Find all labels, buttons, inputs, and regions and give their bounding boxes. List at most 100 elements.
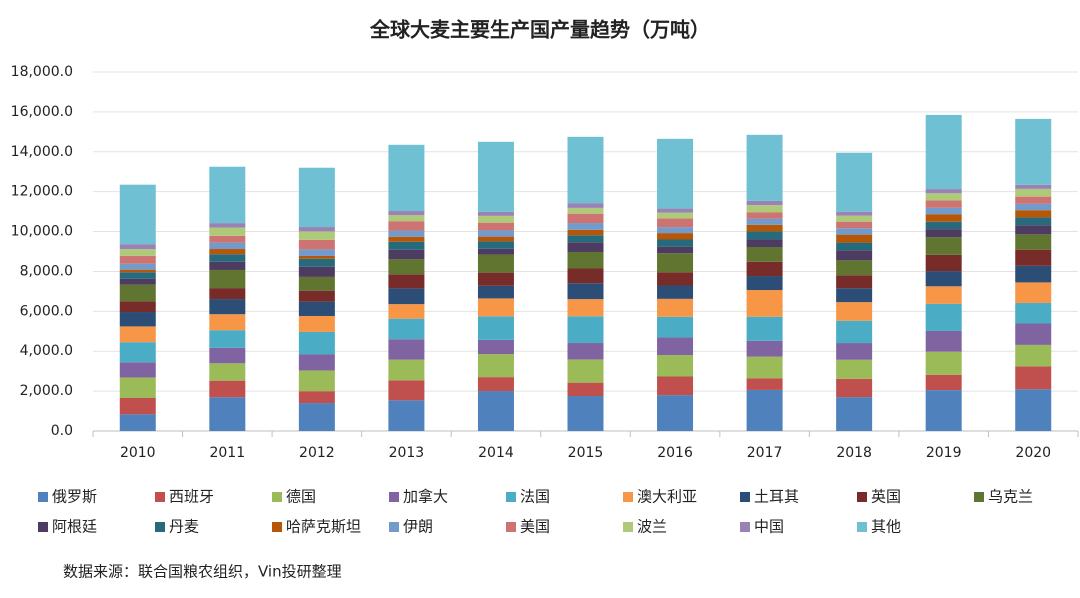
bar-segment [925, 237, 962, 255]
x-tick-label: 2019 [926, 445, 962, 461]
legend-label: 丹麦 [169, 518, 199, 536]
legend-label: 伊朗 [403, 518, 433, 536]
legend-swatch [38, 492, 48, 502]
legend-label: 波兰 [637, 518, 667, 536]
bar-segment [388, 215, 425, 222]
legend-swatch [740, 492, 750, 502]
bar-segment [209, 269, 246, 289]
bar-segment [477, 230, 514, 237]
y-tick-label: 18,000.0 [11, 64, 73, 80]
bar-segment [925, 351, 962, 375]
bar-segment [388, 274, 425, 289]
legend-label: 俄罗斯 [52, 488, 97, 506]
legend-swatch [506, 522, 516, 532]
legend-swatch [155, 492, 165, 502]
bar-segment [209, 347, 246, 364]
bar-segment [209, 249, 246, 255]
bar-segment [836, 359, 873, 379]
bar-segment [1015, 366, 1052, 390]
legend-label: 阿根廷 [52, 518, 97, 536]
x-tick-label: 2020 [1015, 445, 1051, 461]
bar-segment [567, 382, 604, 397]
y-tick-label: 8,000.0 [20, 263, 73, 279]
bar-segment [388, 288, 425, 305]
y-tick-label: 14,000.0 [11, 144, 73, 160]
bar-segment [746, 261, 783, 277]
bar-segment [209, 330, 246, 348]
legend-swatch [38, 522, 48, 532]
bar-segment [567, 283, 604, 300]
bar-segment [298, 290, 335, 302]
x-tick-label: 2010 [120, 445, 156, 461]
bar-segment [746, 134, 783, 201]
bar-segment [1015, 234, 1052, 250]
legend-label: 加拿大 [403, 488, 448, 506]
bar-segment [1015, 225, 1052, 235]
bar-segment [388, 318, 425, 340]
bar-segment [1015, 184, 1052, 189]
bar-segment [657, 218, 694, 228]
bar-segment [298, 276, 335, 291]
legend-label: 土耳其 [754, 488, 799, 506]
bar-segment [477, 285, 514, 299]
legend-swatch [623, 522, 633, 532]
bar-segment [657, 272, 694, 286]
legend-swatch [857, 492, 867, 502]
bar-segment [567, 299, 604, 317]
bar-segment [298, 315, 335, 332]
bar-segment [1015, 196, 1052, 204]
x-tick-label: 2012 [299, 445, 335, 461]
bar-segment [1015, 302, 1052, 324]
bar-segment [209, 242, 246, 250]
bar-segment [925, 271, 962, 287]
bar-segment [388, 400, 425, 431]
bar-segment [298, 227, 335, 232]
y-tick-label: 0.0 [51, 423, 73, 439]
bar-segment [657, 253, 694, 273]
bar-segment [657, 337, 694, 356]
bar-segment [209, 314, 246, 331]
bar-segment [836, 250, 873, 261]
bar-segment [477, 248, 514, 255]
legend-label: 美国 [520, 518, 550, 536]
bar-segment [1015, 203, 1052, 211]
bar-segment [209, 397, 246, 431]
bar-segment [1015, 217, 1052, 226]
bar-segment [388, 304, 425, 319]
bar-segment [298, 231, 335, 240]
bar-segment [925, 193, 962, 201]
bar-segment [567, 203, 604, 208]
bar-segment [209, 227, 246, 236]
bar-segment [567, 343, 604, 360]
bar-segment [298, 331, 335, 355]
bar-segment [746, 290, 783, 317]
legend-label: 中国 [754, 518, 784, 536]
bar-segment [209, 363, 246, 381]
x-tick-label: 2014 [478, 445, 514, 461]
bar-segment [657, 239, 694, 247]
bar-segment [836, 242, 873, 251]
bar-segment [298, 167, 335, 228]
bar-segment [477, 339, 514, 355]
x-tick-label: 2016 [657, 445, 693, 461]
bar-segment [836, 275, 873, 289]
bar-segment [567, 235, 604, 243]
x-tick-label: 2017 [747, 445, 783, 461]
bar-segment [567, 316, 604, 344]
bar-segment [657, 395, 694, 431]
legend-swatch [272, 492, 282, 502]
bar-segment [567, 207, 604, 214]
bar-segment [836, 320, 873, 344]
bar-segment [746, 356, 783, 379]
legend-label: 哈萨克斯坦 [286, 518, 361, 536]
legend-swatch [155, 522, 165, 532]
bar-segment [746, 340, 783, 357]
bar-segment [1015, 282, 1052, 303]
legend-swatch [389, 492, 399, 502]
bar-segment [388, 236, 425, 242]
bar-segment [657, 285, 694, 299]
bar-segment [477, 272, 514, 286]
bar-segment [1015, 323, 1052, 345]
bar-segment [388, 211, 425, 216]
bar-segment [388, 241, 425, 250]
